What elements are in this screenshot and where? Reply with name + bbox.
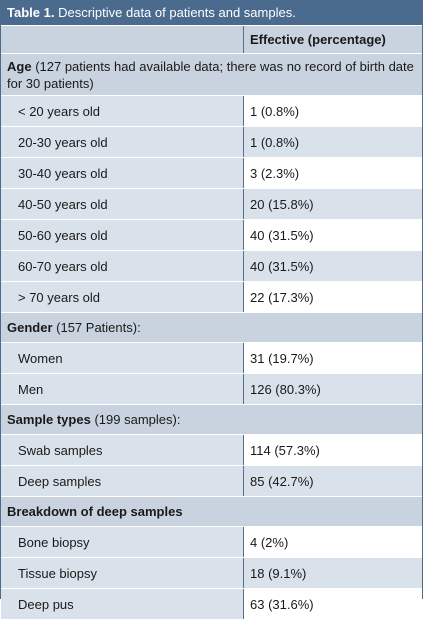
table-row: Tissue biopsy 18 (9.1%) bbox=[1, 557, 422, 588]
table-row: Women 31 (19.7%) bbox=[1, 342, 422, 373]
table-row: Bone biopsy 4 (2%) bbox=[1, 526, 422, 557]
row-value: 22 (17.3%) bbox=[244, 282, 422, 312]
section-gender: Gender (157 Patients): bbox=[1, 312, 422, 342]
section-age-text: Age (127 patients had available data; th… bbox=[7, 58, 416, 91]
table-row: 20-30 years old 1 (0.8%) bbox=[1, 126, 422, 157]
header-cell-effective: Effective (percentage) bbox=[250, 32, 386, 47]
section-heading: Age bbox=[7, 59, 32, 74]
row-label: 60-70 years old bbox=[1, 251, 244, 281]
row-label: 20-30 years old bbox=[1, 127, 244, 157]
row-label: Deep pus bbox=[1, 589, 244, 619]
row-label: Tissue biopsy bbox=[1, 558, 244, 588]
section-note: (199 samples): bbox=[94, 412, 181, 427]
row-value: 40 (31.5%) bbox=[244, 220, 422, 250]
row-value: 114 (57.3%) bbox=[244, 435, 422, 465]
section-sample-types: Sample types (199 samples): bbox=[1, 404, 422, 434]
table-row: 40-50 years old 20 (15.8%) bbox=[1, 188, 422, 219]
row-value: 18 (9.1%) bbox=[244, 558, 422, 588]
table-row: 30-40 years old 3 (2.3%) bbox=[1, 157, 422, 188]
section-sample-types-text: Sample types (199 samples): bbox=[7, 411, 180, 428]
row-value: 20 (15.8%) bbox=[244, 189, 422, 219]
section-heading: Sample types bbox=[7, 412, 91, 427]
section-note: (127 patients had available data; there … bbox=[7, 59, 414, 91]
table-row: > 70 years old 22 (17.3%) bbox=[1, 281, 422, 312]
row-value: 31 (19.7%) bbox=[244, 343, 422, 373]
table-title-text: Descriptive data of patients and samples… bbox=[58, 5, 296, 20]
section-heading: Gender bbox=[7, 320, 53, 335]
section-heading: Breakdown of deep samples bbox=[7, 504, 183, 519]
row-label: Swab samples bbox=[1, 435, 244, 465]
table-header-row: Effective (percentage) bbox=[1, 25, 422, 53]
row-label: > 70 years old bbox=[1, 282, 244, 312]
row-label: Men bbox=[1, 374, 244, 404]
table-title: Table 1. Descriptive data of patients an… bbox=[1, 1, 422, 25]
section-note: (157 Patients): bbox=[56, 320, 141, 335]
table-row: 50-60 years old 40 (31.5%) bbox=[1, 219, 422, 250]
row-label: < 20 years old bbox=[1, 96, 244, 126]
row-value: 40 (31.5%) bbox=[244, 251, 422, 281]
table-row: Deep samples 85 (42.7%) bbox=[1, 465, 422, 496]
table-row: 60-70 years old 40 (31.5%) bbox=[1, 250, 422, 281]
table-row: < 20 years old 1 (0.8%) bbox=[1, 95, 422, 126]
table-row: Deep pus 63 (31.6%) bbox=[1, 588, 422, 619]
table-row: Swab samples 114 (57.3%) bbox=[1, 434, 422, 465]
row-label: Bone biopsy bbox=[1, 527, 244, 557]
row-label: 50-60 years old bbox=[1, 220, 244, 250]
header-cell-category bbox=[1, 26, 244, 53]
section-breakdown-text: Breakdown of deep samples bbox=[7, 503, 183, 520]
row-value: 126 (80.3%) bbox=[244, 374, 422, 404]
row-value: 1 (0.8%) bbox=[244, 96, 422, 126]
row-label: 30-40 years old bbox=[1, 158, 244, 188]
row-label: 40-50 years old bbox=[1, 189, 244, 219]
row-value: 63 (31.6%) bbox=[244, 589, 422, 619]
row-label: Women bbox=[1, 343, 244, 373]
row-value: 1 (0.8%) bbox=[244, 127, 422, 157]
table-row: Men 126 (80.3%) bbox=[1, 373, 422, 404]
section-age: Age (127 patients had available data; th… bbox=[1, 53, 422, 95]
row-label: Deep samples bbox=[1, 466, 244, 496]
row-value: 4 (2%) bbox=[244, 527, 422, 557]
section-breakdown-deep-samples: Breakdown of deep samples bbox=[1, 496, 422, 526]
section-gender-text: Gender (157 Patients): bbox=[7, 319, 141, 336]
row-value: 3 (2.3%) bbox=[244, 158, 422, 188]
table-title-label: Table 1. bbox=[7, 5, 55, 20]
row-value: 85 (42.7%) bbox=[244, 466, 422, 496]
